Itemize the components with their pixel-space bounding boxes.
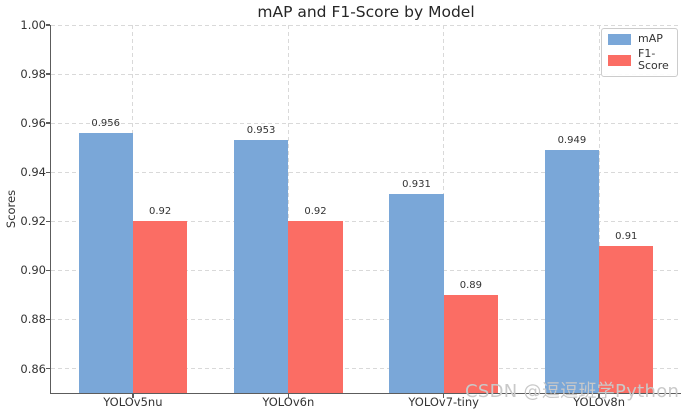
legend-item: mAP [608,33,671,45]
y-tick-mark [46,367,50,370]
y-tick-mark [46,73,50,75]
bar-value-label: 0.949 [557,135,587,147]
h-gridline [51,220,681,222]
x-tick-mark [132,394,134,399]
y-tick-label: 0.94 [20,165,46,180]
legend: mAP F1-Score [601,28,678,77]
y-tick-mark [46,269,50,271]
bar-value-label: 0.931 [402,179,431,191]
h-gridline [51,122,681,124]
y-axis-spine [49,25,52,395]
x-tick-label: YOLOv6n [262,395,315,409]
y-tick-label: 0.88 [20,312,46,327]
bar-value-label: 0.953 [246,125,276,137]
bar-f1-score [288,221,343,393]
legend-label: F1-Score [638,47,669,72]
bar-value-label: 0.91 [615,230,638,242]
bar-value-label: 0.956 [91,117,120,129]
bar-value-label: 0.92 [148,206,172,218]
y-tick-mark [46,24,50,26]
y-tick-mark [46,220,50,222]
x-tick-mark [443,394,445,399]
v-gridline [598,25,600,393]
chart-title: mAP and F1-Score by Model [257,3,475,21]
h-gridline [51,318,681,320]
x-tick-mark [598,394,600,399]
legend-swatch-map-icon [608,33,631,45]
x-axis-spine [49,393,681,395]
y-tick-mark [46,171,50,173]
x-tick-label: YOLOv5nu [103,395,163,409]
bar-value-label: 0.92 [304,206,327,218]
watermark: CSDN @逗逗班学Python [465,381,680,402]
bar-value-label: 0.89 [459,279,483,291]
legend-label: mAP [638,32,663,45]
plot-area: 0.956 0.953 0.931 0.949 0.92 0.92 0.89 0.91 [51,24,681,393]
bar-f1-score [132,221,188,393]
h-gridline [51,171,681,173]
y-tick-label: 0.92 [20,214,46,229]
h-gridline [51,24,681,26]
x-tick-label: YOLOv7-tiny [408,395,479,409]
bar-map [544,150,600,393]
y-tick-label: 1.00 [20,18,46,32]
y-tick-label: 0.98 [20,67,46,82]
y-tick-label: 0.90 [20,263,46,278]
legend-item: F1-Score [608,48,671,72]
bar-map [389,194,444,393]
v-gridline [287,25,289,393]
h-gridline [51,73,681,75]
y-tick-label: 0.86 [20,361,46,376]
y-tick-label: 0.96 [20,116,46,131]
bar-f1-score [443,294,499,393]
bar-map [233,140,289,393]
x-tick-label: YOLOv8n [573,395,626,409]
v-gridline [132,25,134,393]
bar-f1-score [599,245,654,393]
y-tick-mark [46,122,50,124]
y-tick-mark [46,318,50,321]
x-tick-mark [287,394,289,399]
h-gridline [51,269,681,271]
v-gridline [443,25,445,393]
bar-map [78,132,133,393]
h-gridline [51,367,681,369]
legend-swatch-f1-score-icon [608,54,631,66]
